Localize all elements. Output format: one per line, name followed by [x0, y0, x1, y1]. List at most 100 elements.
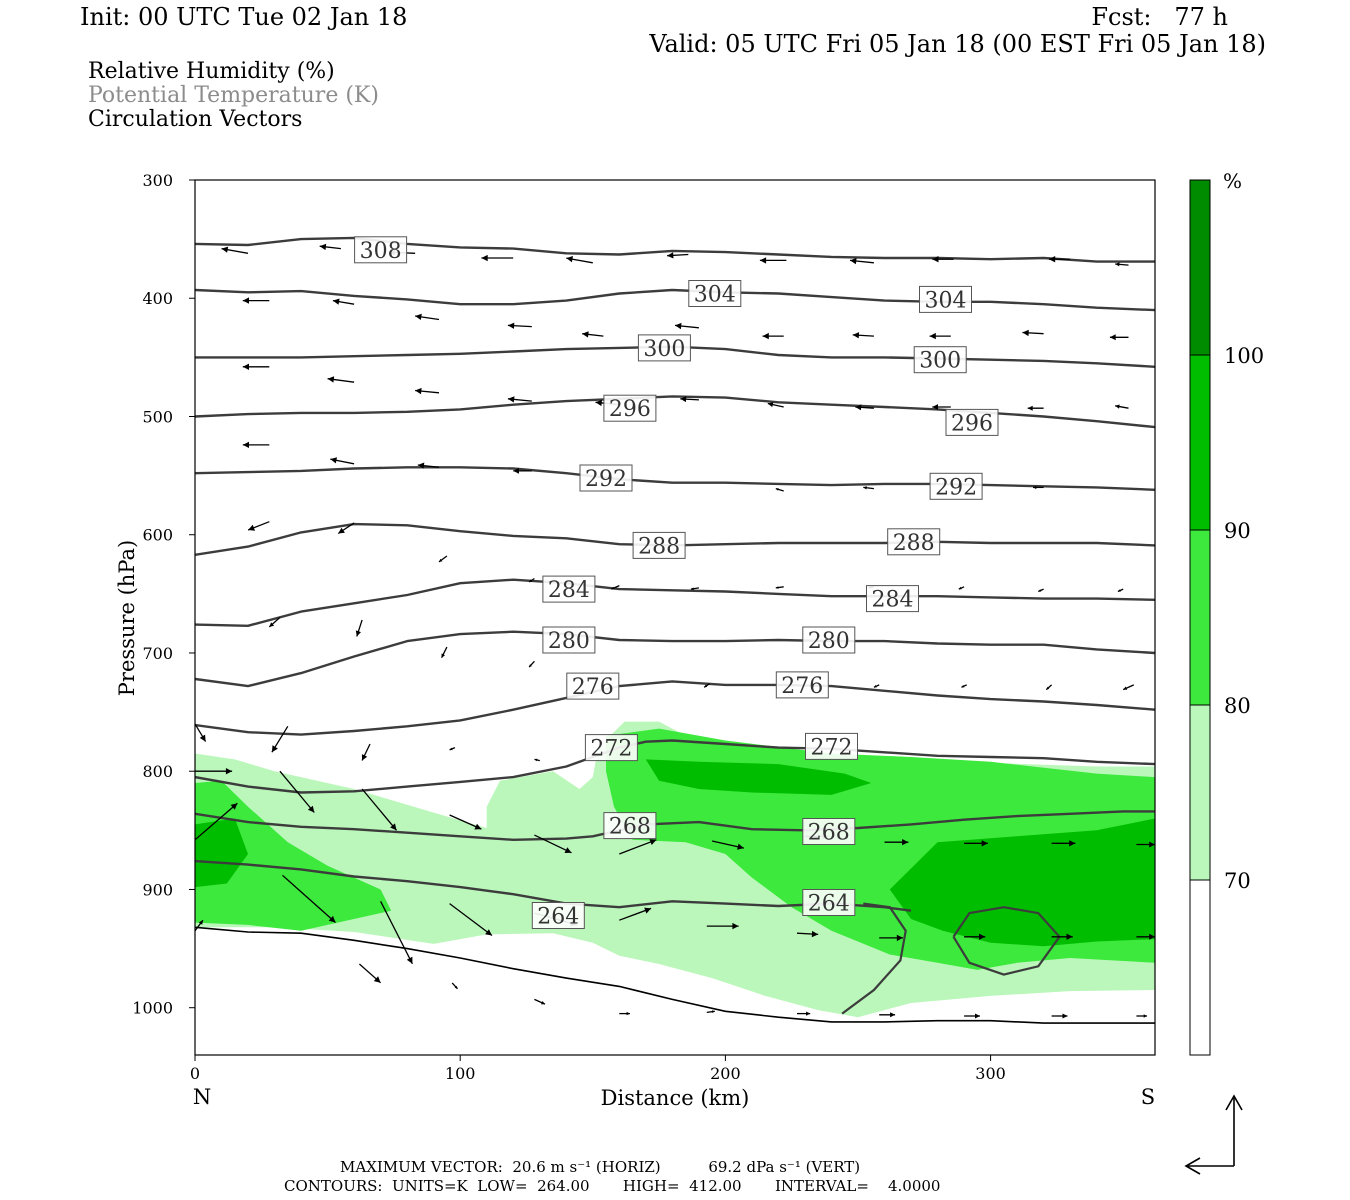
vector-head — [1066, 933, 1073, 940]
contour-label-box — [579, 464, 633, 492]
vector-head — [1069, 840, 1076, 847]
vector-head — [929, 332, 936, 340]
circulation-vector — [1051, 840, 1076, 847]
circulation-vector — [1136, 841, 1155, 848]
circulation-vector — [195, 919, 204, 932]
vector-head — [1033, 485, 1037, 490]
theta-contour-closed-0 — [841, 902, 907, 1015]
contour-label-text: 280 — [548, 629, 590, 654]
contour-label-text: 272 — [590, 737, 632, 762]
colorbar-label: 100 — [1224, 344, 1264, 368]
circulation-vector — [358, 963, 382, 984]
circulation-vector — [863, 486, 874, 490]
vector-head — [626, 1011, 630, 1016]
vector-head — [406, 956, 413, 964]
circulation-vector — [1117, 588, 1124, 593]
circulation-vector — [507, 396, 532, 403]
circulation-vector — [247, 521, 270, 531]
contour-label-text: 296 — [951, 411, 993, 436]
contour-label-300: 300 — [913, 346, 967, 374]
vector-head — [330, 457, 337, 464]
contour-label-268: 268 — [603, 812, 657, 840]
contour-label-text: 268 — [609, 815, 651, 840]
contour-label-box — [805, 732, 858, 760]
circulation-vector — [964, 840, 988, 847]
contour-label-box — [802, 818, 856, 845]
colorbar-label: 80 — [1224, 694, 1251, 718]
contour-label-272: 272 — [584, 734, 638, 762]
y-tick-label: 300 — [142, 171, 173, 190]
circulation-vector — [1122, 684, 1135, 691]
vector-head — [507, 396, 515, 403]
circulation-vector — [268, 617, 281, 628]
rh-region-90-4 — [889, 818, 1155, 947]
rh-region-90-3 — [645, 759, 872, 795]
contour-label-296: 296 — [603, 394, 657, 422]
colorbar-swatch — [1190, 530, 1210, 705]
contour-label-304: 304 — [919, 285, 972, 313]
vector-head — [680, 396, 687, 403]
circulation-vector — [674, 322, 699, 330]
y-tick-label: 800 — [142, 762, 173, 781]
vector-head — [1062, 1013, 1068, 1019]
vector-head — [775, 586, 779, 589]
vector-head — [690, 587, 694, 591]
circulation-vector — [1048, 256, 1071, 263]
contour-label-292: 292 — [579, 464, 633, 492]
vector-head — [595, 399, 602, 407]
circulation-vector — [1115, 404, 1129, 409]
forecast-hour: Fcst: 77 h — [1091, 3, 1228, 31]
circulation-vector — [221, 246, 249, 254]
vector-head — [737, 843, 744, 850]
vector-head — [242, 297, 249, 304]
vector-head — [1115, 262, 1120, 267]
contour-label-304: 304 — [688, 280, 742, 308]
field-label-vectors: Circulation Vectors — [88, 107, 302, 132]
vector-head — [732, 922, 739, 930]
vector-shaft — [279, 770, 315, 813]
theta-contour-308 — [195, 236, 1155, 263]
vector-head — [711, 1010, 715, 1013]
vector-head — [890, 1012, 896, 1018]
contour-label-text: 276 — [781, 674, 823, 699]
vector-head — [767, 402, 774, 408]
vector-head — [675, 322, 682, 330]
circulation-vector — [767, 402, 784, 408]
vector-head — [474, 823, 482, 830]
circulation-vector — [879, 1012, 896, 1018]
circulation-vector — [958, 586, 965, 590]
colorbar-label: 90 — [1224, 519, 1251, 543]
vector-head — [327, 376, 335, 383]
circulation-vector — [534, 758, 540, 762]
contour-label-box — [775, 671, 829, 699]
vector-shaft — [282, 874, 336, 923]
circulation-vector — [1136, 1014, 1147, 1018]
circulation-vector — [611, 585, 620, 590]
circulation-vector — [415, 387, 440, 395]
circulation-vector — [534, 998, 546, 1005]
vector-head — [534, 758, 538, 762]
contour-label-text: 280 — [808, 629, 850, 654]
theta-contour-296 — [195, 395, 1155, 429]
vector-head — [644, 907, 652, 914]
vector-head — [485, 929, 492, 936]
circulation-vector — [279, 770, 315, 813]
vector-head — [975, 1013, 980, 1019]
contour-label-box — [887, 528, 941, 556]
vector-head — [667, 252, 674, 259]
circulation-vector — [1115, 262, 1129, 267]
vector-head — [271, 745, 278, 753]
vector-head — [863, 486, 867, 490]
vector-head — [932, 256, 939, 263]
contour-label-text: 296 — [609, 397, 651, 422]
circulation-vector — [566, 256, 593, 264]
vector-head — [373, 976, 381, 983]
vector-head — [1143, 1014, 1147, 1018]
vector-head — [319, 243, 327, 251]
vector-head — [541, 1001, 545, 1005]
circulation-vector — [1051, 1013, 1068, 1019]
vector-head — [582, 331, 589, 338]
circulation-vector — [619, 1011, 630, 1016]
vector-head — [855, 404, 862, 411]
contour-label-text: 292 — [585, 467, 627, 492]
